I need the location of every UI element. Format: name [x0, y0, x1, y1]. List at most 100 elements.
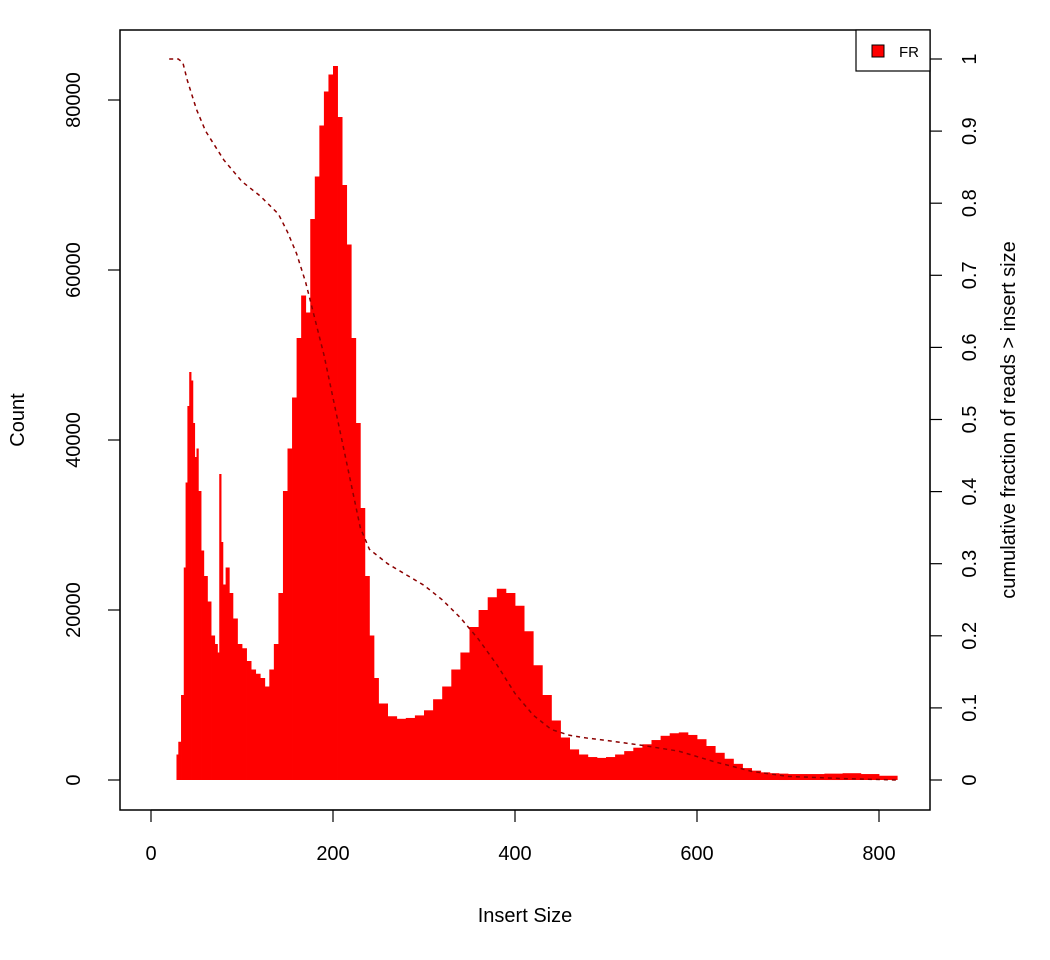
histogram-bar [660, 735, 671, 780]
histogram-bar [319, 125, 325, 780]
y-axis-left: 0 20000 40000 60000 80000 [63, 72, 121, 786]
histogram-bar [751, 770, 762, 780]
y2-tick-label: 0.2 [959, 622, 981, 650]
x-tick-label: 800 [862, 843, 895, 865]
y2-tick-label: 0.6 [959, 333, 981, 361]
histogram-bar [232, 618, 238, 780]
histogram-bar [478, 610, 489, 780]
histogram-bar [424, 710, 434, 780]
histogram-bar [251, 669, 257, 780]
histogram-bar [360, 508, 366, 780]
histogram-bar [405, 717, 416, 780]
histogram-bar [201, 550, 205, 780]
histogram-bar [264, 686, 270, 780]
y2-tick-label: 0.7 [959, 261, 981, 289]
histogram-bar [305, 312, 311, 780]
histogram-bar [282, 491, 288, 780]
histogram-bars [176, 66, 898, 781]
histogram-bar [301, 295, 307, 780]
histogram-bar [296, 338, 302, 780]
y2-tick-label: 0.5 [959, 406, 981, 434]
cumulative-fraction-line [169, 58, 898, 781]
histogram-bar [569, 749, 580, 780]
histogram-bar [221, 542, 224, 780]
histogram-bar [724, 758, 734, 780]
histogram-bar [615, 754, 625, 780]
y-tick-label: 0 [63, 774, 85, 785]
histogram-bar [273, 644, 279, 780]
x-axis: 0 200 400 600 800 [145, 809, 896, 865]
y2-tick-label: 1 [959, 53, 981, 64]
histogram-bar [355, 423, 361, 780]
histogram-bar [373, 678, 379, 780]
histogram-bar [515, 605, 525, 780]
y-axis-right: 0 0.1 0.2 0.3 0.4 0.5 0.6 0.7 0.8 0.9 1 [929, 53, 981, 786]
histogram-bar [742, 768, 752, 780]
histogram-bar [378, 703, 388, 780]
legend-box [855, 29, 931, 72]
histogram-bar [596, 757, 607, 780]
histogram-bar [214, 644, 218, 780]
histogram-bar [222, 584, 227, 780]
histogram-bar [255, 673, 261, 780]
histogram-bar [824, 773, 843, 781]
histogram-bar [192, 423, 196, 780]
histogram-bar [414, 715, 425, 780]
y2-tick-label: 0.8 [959, 189, 981, 217]
histogram-bar [292, 397, 297, 780]
histogram-bar [260, 678, 266, 780]
histogram-bar [451, 669, 461, 780]
histogram-bar [187, 406, 190, 780]
histogram-bar [715, 752, 725, 780]
histogram-bar [697, 739, 707, 780]
histogram-bar [778, 773, 789, 781]
histogram-bar [469, 627, 479, 780]
histogram-bar [687, 734, 698, 780]
histogram-bar [706, 746, 716, 780]
histogram-bar [769, 773, 780, 780]
histogram-bar [337, 117, 343, 780]
histogram-bar [342, 185, 348, 780]
histogram-bar [633, 747, 643, 780]
x-axis-title: Insert Size [478, 905, 572, 927]
histogram-bar [269, 669, 275, 780]
histogram-bar [560, 737, 570, 780]
legend-swatch [871, 44, 885, 58]
histogram-bar [533, 665, 543, 780]
histogram-bar [387, 716, 398, 780]
histogram-bar [181, 695, 185, 780]
histogram-bar [606, 757, 616, 780]
histogram-bar [242, 648, 247, 780]
histogram-bar [578, 754, 589, 780]
histogram-bar [333, 66, 338, 780]
y-tick-label: 60000 [63, 242, 85, 298]
histogram-bar [189, 372, 192, 780]
histogram-bar [211, 635, 216, 780]
histogram-bar [760, 772, 771, 780]
histogram-bar [642, 744, 652, 780]
histogram-bar [287, 448, 293, 780]
histogram-bar [860, 774, 880, 780]
histogram-bar [196, 448, 199, 780]
histogram-bar [351, 338, 357, 780]
histogram-bar [669, 733, 680, 780]
histogram-bar [176, 754, 179, 780]
x-tick-label: 600 [680, 843, 713, 865]
legend: FR [855, 29, 931, 72]
histogram-bar [442, 686, 452, 780]
histogram-bar [246, 661, 252, 780]
legend-label: FR [899, 44, 919, 61]
histogram-bar [396, 718, 407, 780]
histogram-bar [364, 576, 370, 780]
y-axis-title: Count [7, 393, 29, 447]
histogram-bar [198, 491, 202, 780]
y2-axis-title: cumulative fraction of reads > insert si… [998, 241, 1020, 598]
y2-tick-label: 0 [959, 774, 981, 785]
histogram-bar [217, 652, 220, 780]
histogram-bar [842, 773, 862, 780]
histogram-bar [225, 567, 230, 780]
histogram-bar [219, 474, 222, 780]
histogram-bar [587, 757, 598, 780]
histogram-bar [203, 576, 208, 780]
x-tick-label: 0 [145, 843, 156, 865]
